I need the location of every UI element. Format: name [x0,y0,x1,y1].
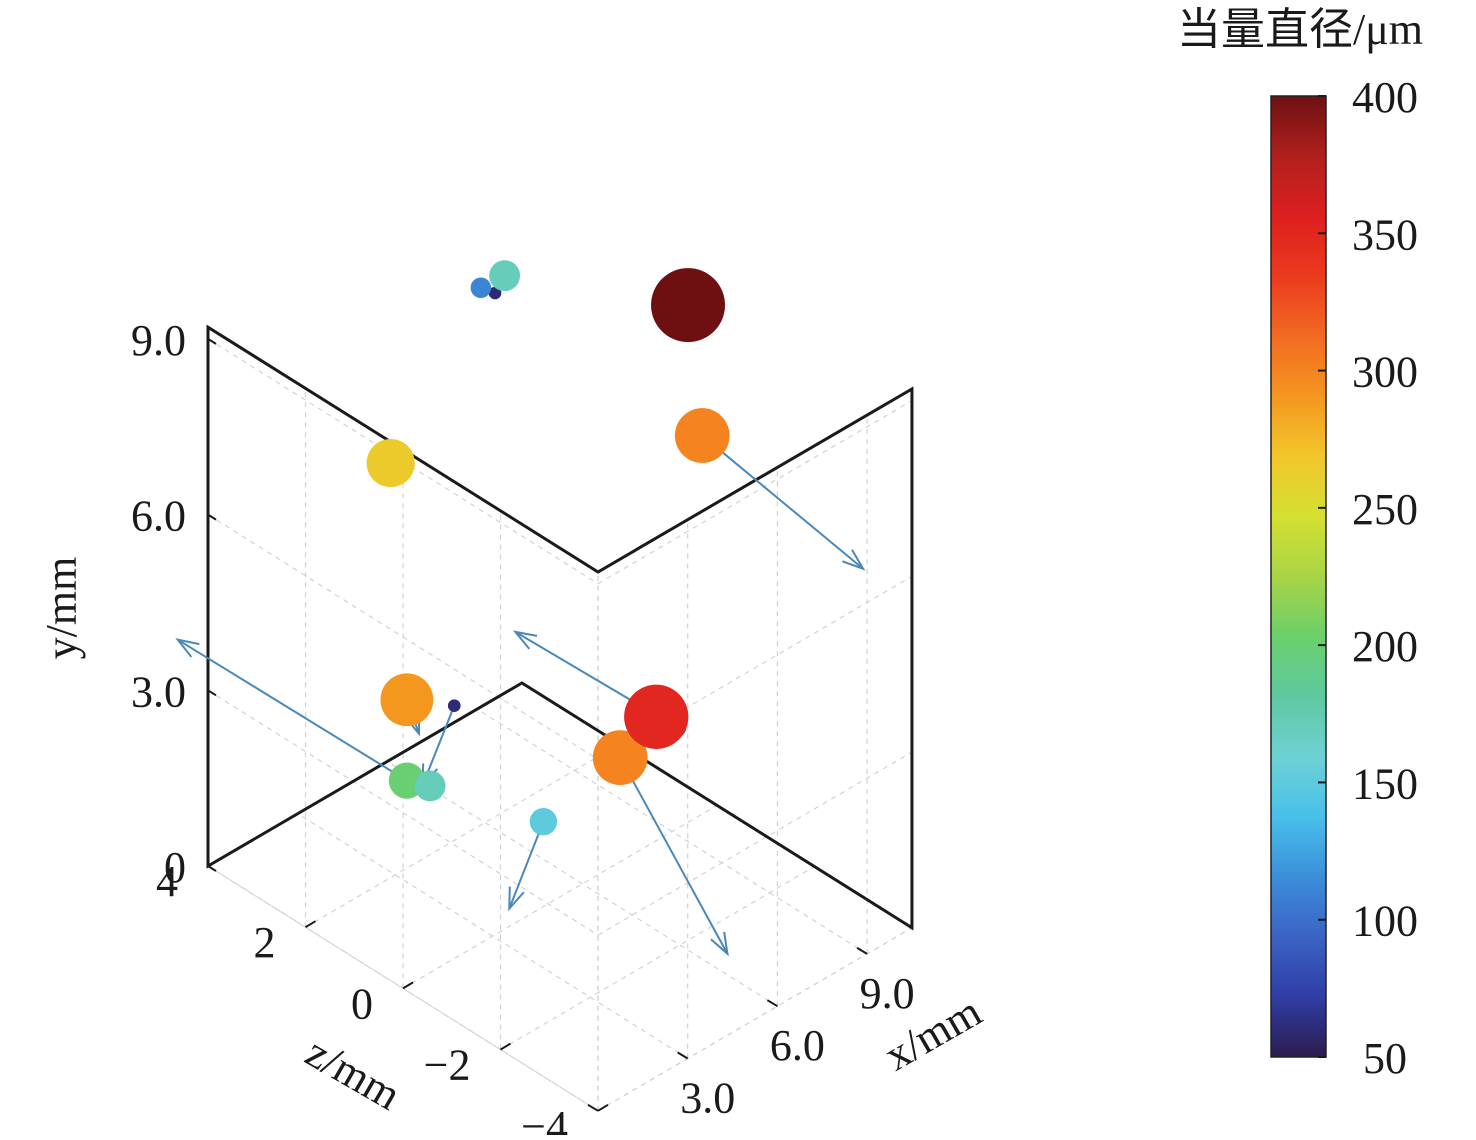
vector-arrowhead [512,630,538,650]
data-point [674,408,730,463]
y-tick-mark [207,689,217,697]
data-point [529,807,558,836]
grid-line-z [305,743,620,928]
z-tick-mark [207,859,219,867]
axes-box [206,324,914,931]
y-tick-mark [207,338,217,345]
vector-arrowhead [842,549,866,571]
x-tick-mark [677,1051,689,1060]
colorbar-tick-label: 100 [1352,897,1418,946]
z-tick-label: 4 [156,857,178,906]
x-tick-label: 9.0 [860,969,915,1018]
vector-arrowhead [710,931,729,957]
z-tick-label: 0 [351,979,373,1028]
colorbar-tick-label: 50 [1363,1034,1407,1083]
y-tick-mark [207,513,217,521]
grid-line-y [207,689,599,936]
vector-shaft [508,821,545,909]
y-axis-label: y/mm [37,557,86,660]
data-point [651,268,726,343]
colorbar: 当量直径/μm 400 350 300 250 200 150 100 50 [1177,5,1423,1083]
z-tick-label: 2 [254,918,276,967]
vector-shaft [701,434,864,570]
data-point [489,260,521,292]
data-point [447,699,461,713]
z-tick-label: −2 [424,1041,471,1090]
bubble-points [366,260,730,836]
colorbar-tick-label: 200 [1352,622,1418,671]
data-point [488,286,502,300]
grid-line-z [402,804,718,989]
axes-box-outline [206,324,914,931]
y-tick-label: 9.0 [131,316,186,365]
colorbar-tick-label: 250 [1352,485,1418,534]
grid-line-z [500,866,815,1051]
data-point [624,684,689,749]
z-tick-mark [499,1042,512,1051]
velocity-vectors [175,434,866,957]
colorbar-tick-label: 150 [1352,759,1418,808]
data-point [470,277,492,299]
x-tick-mark [587,1103,599,1112]
data-point [366,438,415,488]
vector-arrowhead [175,638,200,658]
z-tick-label: −4 [521,1102,568,1135]
z-tick-mark [402,981,414,990]
y-tick-label: 3.0 [131,667,186,716]
grid-line-y [597,751,913,936]
x-tick-label: 3.0 [680,1074,735,1123]
y-tick-label: 6.0 [131,492,186,541]
x-tick-label: 6.0 [770,1021,825,1070]
x-tick-mark [766,999,778,1008]
z-axis-label: z/mm [298,1027,409,1120]
colorbar-tick-label: 400 [1352,73,1418,122]
axis-ticks: 0 3.0 6.0 9.0 0 3.0 6.0 9.0 4 2 0 −2 −4 [131,316,915,1140]
x-tick-label: 0 [607,1126,629,1135]
y-tick-label: 0 [164,843,186,892]
colorbar-tick-label: 350 [1352,210,1418,259]
vector-shaft [619,757,729,955]
grid-lines [207,327,913,1112]
grid-line-x [387,760,778,1007]
grid-line-z [597,927,913,1112]
y-tick-mark [207,865,217,872]
x-tick-mark [856,947,868,955]
data-point [380,673,434,727]
grid-line-y [597,400,913,585]
colorbar-title: 当量直径/μm [1177,5,1423,54]
vector-arrowhead [508,886,525,912]
colorbar-gradient [1270,95,1327,1058]
data-point [414,770,446,802]
z-tick-mark [597,1103,609,1112]
vector-shaft [177,638,408,782]
colorbar-tick-label: 300 [1352,348,1418,397]
z-tick-mark [304,920,317,929]
data-point [592,730,648,785]
